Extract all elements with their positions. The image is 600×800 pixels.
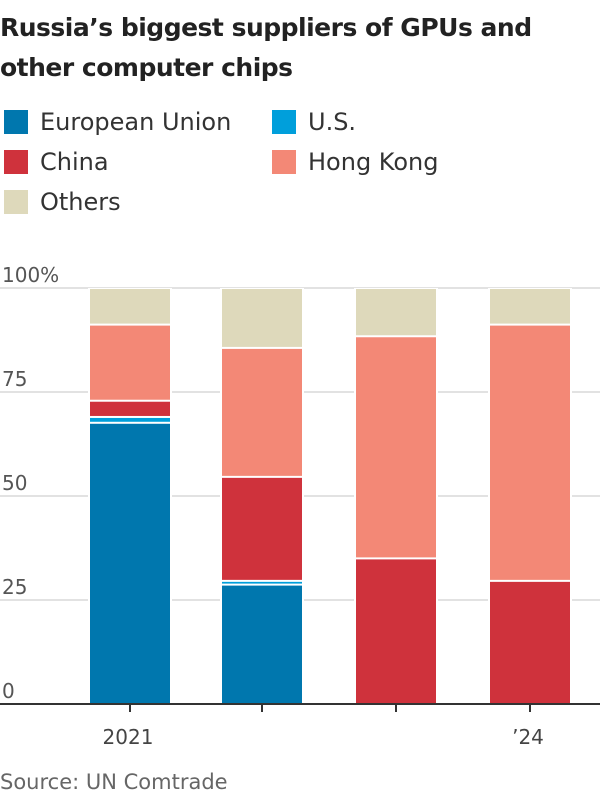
source-note: Source: UN Comtrade	[0, 770, 228, 794]
legend-label: Others	[40, 188, 121, 216]
legend-item: Others	[4, 188, 121, 216]
y-tick-label: 25	[2, 575, 27, 599]
bar-segment	[356, 337, 436, 558]
y-tick-label: 0	[2, 679, 15, 703]
legend-label: European Union	[40, 108, 232, 136]
bar-segment	[222, 289, 302, 347]
legend-item: China	[4, 148, 109, 176]
bar-segment	[90, 401, 170, 416]
x-tick-label: 2021	[103, 725, 154, 749]
y-tick-label: 50	[2, 471, 27, 495]
legend-item: Hong Kong	[272, 148, 438, 176]
legend-swatch	[4, 110, 28, 134]
y-tick-label: 100%	[2, 263, 59, 287]
bar-segment	[222, 477, 302, 580]
y-tick-label: 75	[2, 367, 27, 391]
bar-segment	[90, 325, 170, 400]
legend-label: Hong Kong	[308, 148, 439, 176]
legend-item: European Union	[4, 108, 231, 136]
bar-segment	[90, 423, 170, 703]
bar-segment	[490, 581, 570, 703]
x-tick-label: ’24	[512, 725, 544, 749]
legend-swatch	[4, 190, 28, 214]
bar-segment	[222, 581, 302, 584]
bar-segment	[222, 348, 302, 476]
bar-segment	[356, 559, 436, 703]
legend-swatch	[272, 150, 296, 174]
legend-swatch	[272, 110, 296, 134]
bar-segment	[356, 289, 436, 336]
legend-label: U.S.	[308, 108, 357, 136]
legend-swatch	[4, 150, 28, 174]
legend-item: U.S.	[272, 108, 356, 136]
bar-segment	[90, 289, 170, 324]
bar-segment	[490, 289, 570, 324]
stacked-bar-chart: 0 25 50 75 100% 2021 ’24	[0, 263, 600, 749]
bar-segment	[490, 325, 570, 580]
legend-label: China	[40, 148, 109, 176]
chart-title: Russia’s biggest suppliers of GPUs and o…	[0, 13, 532, 82]
bar-segment	[90, 417, 170, 422]
bar-segment	[222, 585, 302, 703]
